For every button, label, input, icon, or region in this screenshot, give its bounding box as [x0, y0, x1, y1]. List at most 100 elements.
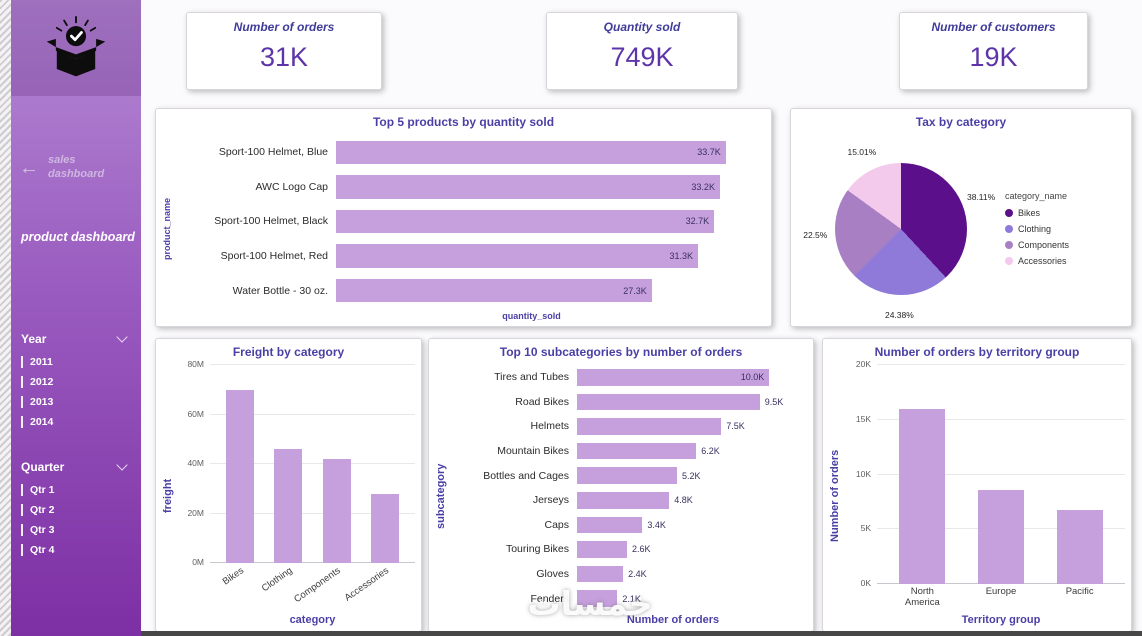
bar-row: Sport-100 Helmet, Black 32.7K [178, 204, 735, 239]
y-tick-label: 60M [187, 408, 204, 419]
filter-item-2012[interactable]: 2012 [21, 374, 141, 390]
bar[interactable]: 33.7K [336, 140, 726, 165]
legend-color-dot [1005, 225, 1013, 233]
filter-label: Quarter [21, 459, 65, 474]
bar[interactable] [274, 449, 303, 563]
filter-item-qtr-1[interactable]: Qtr 1 [21, 482, 141, 498]
chart-title: Freight by category [232, 345, 345, 359]
bar[interactable]: 2.4K [577, 565, 647, 583]
kpi-title: Quantity sold [603, 20, 681, 34]
bar[interactable]: 5.2K [577, 467, 701, 485]
filter-item-qtr-3[interactable]: Qtr 3 [21, 522, 141, 538]
legend-label: Accessories [1018, 256, 1067, 266]
bar-category-label: Gloves [536, 568, 569, 581]
bar[interactable] [370, 493, 399, 563]
x-axis-labels: Bikes Clothing Components Accessories [210, 563, 415, 611]
bar-track: 2.4K [577, 565, 777, 583]
legend-item-components[interactable]: Components [1005, 240, 1123, 250]
chart-freight-by-category: freight 0M 20M 40M 60M 80M Bikes Clothing Compon… [162, 359, 415, 627]
bar-track: 27.3K [336, 278, 735, 303]
back-label: sales dashboard [48, 154, 105, 180]
bar[interactable]: 2.6K [577, 541, 651, 558]
bar[interactable]: 2.1K [577, 590, 641, 607]
legend-item-bikes[interactable]: Bikes [1005, 208, 1123, 218]
y-axis-title: subcategory [435, 463, 447, 529]
bar[interactable]: 6.2K [577, 442, 720, 460]
gridline [210, 413, 415, 415]
bar-row: Sport-100 Helmet, Red 31.3K [178, 239, 735, 274]
bar[interactable]: 27.3K [336, 278, 652, 303]
chart-top5-products: product_name Sport-100 Helmet, Blue 33.7K A… [162, 135, 765, 322]
kpi-card-quantity-sold: Quantity sold 749K [546, 12, 738, 90]
filter-item-2011[interactable]: 2011 [21, 354, 141, 370]
gridline [877, 418, 1125, 420]
x-tick-label: Clothing [259, 565, 295, 595]
x-tick-label: Pacific [1065, 586, 1094, 597]
bar[interactable]: 7.5K [577, 418, 745, 435]
bar-category-label: Jerseys [532, 494, 569, 507]
bar-slot [962, 365, 1041, 584]
bar-row: Mountain Bikes 6.2K [451, 439, 777, 464]
bar[interactable] [899, 408, 946, 584]
bar-track: 5.2K [577, 467, 777, 485]
bar[interactable]: 32.7K [336, 209, 715, 234]
legend-item-clothing[interactable]: Clothing [1005, 224, 1123, 234]
bar-value-label: 9.5K [764, 396, 784, 407]
x-axis-title: quantity_sold [502, 311, 561, 321]
filter-item-qtr-4[interactable]: Qtr 4 [21, 542, 141, 558]
pie-percent-label: 15.01% [847, 146, 877, 157]
y-tick-label: 0K [860, 578, 871, 588]
bar-slot [216, 365, 264, 563]
sidebar-content: ← sales dashboard product dashboard Year… [11, 0, 141, 636]
chevron-down-icon[interactable] [116, 330, 128, 343]
x-tick: North America [883, 586, 962, 611]
bar-category-label: Sport-100 Helmet, Black [214, 215, 328, 228]
bar[interactable] [226, 389, 255, 563]
bar-row: Sport-100 Helmet, Blue 33.7K [178, 135, 735, 170]
filter-item-2014[interactable]: 2014 [21, 414, 141, 430]
bar-row: Gloves 2.4K [451, 562, 777, 587]
bar[interactable]: 10.0K [577, 368, 770, 386]
y-tick-label: 40M [187, 458, 204, 468]
filter-item-2013[interactable]: 2013 [21, 394, 141, 410]
x-axis-title: category [289, 614, 336, 626]
back-to-sales-dashboard[interactable]: ← sales dashboard [19, 154, 141, 182]
bar[interactable] [978, 489, 1024, 584]
y-tick-label: 80M [187, 359, 204, 369]
card-orders-by-territory: Number of orders by territory group Numb… [822, 338, 1132, 632]
pie-chart[interactable] [835, 162, 967, 295]
x-tick: Bikes [216, 563, 264, 611]
chart-title: Tax by category [915, 115, 1007, 129]
pie-percent-label: 38.11% [966, 192, 996, 203]
bar-track: 10.0K [577, 368, 777, 386]
bar[interactable]: 3.4K [577, 516, 666, 534]
bar-value-label: 2.4K [628, 569, 647, 580]
y-tick-label: 0M [192, 557, 204, 567]
bar[interactable]: 33.2K [336, 175, 720, 199]
bar[interactable] [1056, 509, 1103, 584]
chart-orders-by-territory: Number of orders 0K 5K 10K 15K 20K North Ameri… [829, 359, 1125, 627]
bar-value-label: 27.3K [623, 285, 647, 296]
filter-item-qtr-2[interactable]: Qtr 2 [21, 502, 141, 518]
bar-category-label: Fenders [530, 592, 569, 605]
bar-track: 9.5K [577, 393, 783, 411]
bar[interactable]: 31.3K [336, 244, 698, 268]
bar[interactable]: 9.5K [577, 393, 783, 411]
x-tick: Pacific [1040, 586, 1119, 611]
y-tick-label: 5K [860, 523, 871, 534]
legend-item-accessories[interactable]: Accessories [1005, 256, 1123, 266]
bar-track: 33.2K [336, 175, 735, 199]
bar[interactable]: 4.8K [577, 491, 693, 509]
back-arrow-icon[interactable]: ← [19, 156, 39, 179]
bar-track: 33.7K [336, 140, 735, 165]
kpi-title: Number of customers [931, 20, 1056, 34]
chart-top10-subcategories: subcategory Tires and Tubes 10.0K Road Bike… [435, 365, 807, 627]
legend-label: Components [1018, 240, 1070, 250]
filter-header-quarter[interactable]: Quarter [11, 458, 141, 474]
bar-value-label: 5.2K [682, 470, 701, 481]
filter-header-year[interactable]: Year [11, 330, 141, 346]
chevron-down-icon[interactable] [116, 458, 128, 471]
card-freight-by-category: Freight by category freight 0M 20M 40M 60M 80… [155, 338, 422, 632]
bar[interactable] [322, 459, 351, 563]
